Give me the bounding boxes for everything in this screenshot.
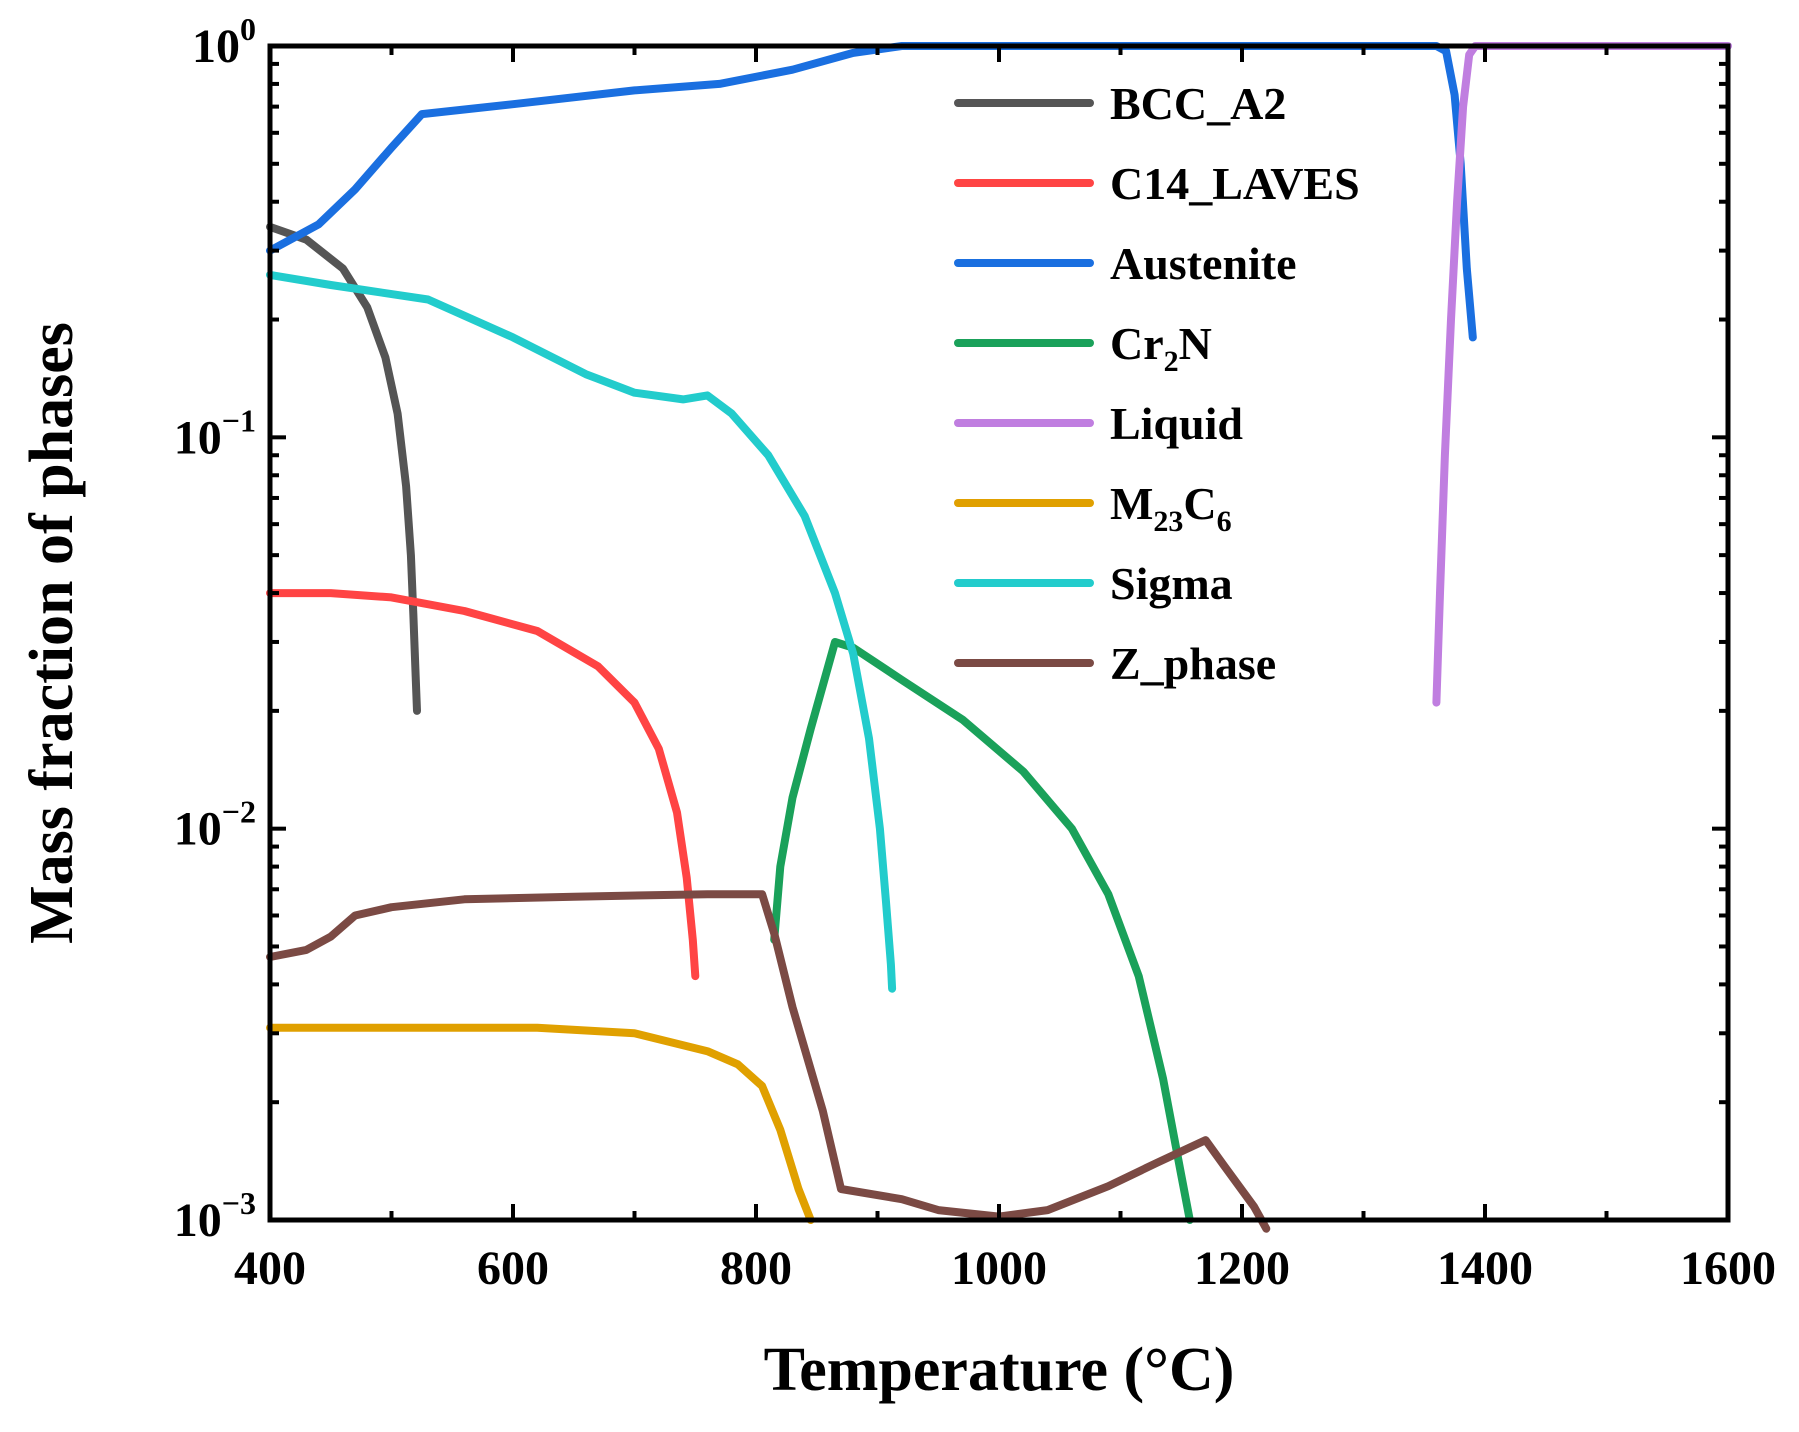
- series-layer: [266, 42, 1732, 1233]
- legend-label: BCC_A2: [1110, 78, 1286, 129]
- y-tick-label: 10−2: [174, 794, 256, 856]
- y-axis-title: Mass fraction of phases: [18, 322, 86, 944]
- series-line-liquid: [1432, 42, 1732, 707]
- legend-label: M23C6: [1110, 478, 1232, 538]
- x-tick-label: 600: [477, 1242, 549, 1295]
- x-tick-label: 400: [234, 1242, 306, 1295]
- legend-label: Cr2N: [1110, 318, 1212, 378]
- x-tick-label: 1400: [1437, 1242, 1533, 1295]
- series-line-sigma: [266, 270, 897, 993]
- y-tick-label: 10−3: [174, 1185, 256, 1247]
- plot-frame: [267, 43, 1731, 1223]
- legend-label: C14_LAVES: [1110, 158, 1360, 209]
- x-tick-label: 1600: [1680, 1242, 1776, 1295]
- legend-label: Austenite: [1110, 238, 1297, 289]
- series-line-m23c6: [266, 1023, 815, 1224]
- x-axis-title: Temperature (°C): [764, 1336, 1235, 1404]
- series-line-austenite: [266, 42, 1477, 342]
- series-line-c14-laves: [266, 589, 700, 981]
- series-line-cr2n: [770, 638, 1194, 1224]
- legend-label: Z_phase: [1110, 638, 1276, 689]
- tick-layer: 400 600 800 1000 1200 1400 1600 100 10−1 10−2 10−3: [174, 11, 1776, 1295]
- legend-label: Liquid: [1110, 398, 1243, 449]
- plot-area: 400 600 800 1000 1200 1400 1600 100 10−1 10−2 10−3…: [174, 11, 1776, 1295]
- legend: BCC_A2 C14_LAVES Austenite Cr2N Liquid M23C6 S…: [954, 78, 1360, 689]
- series-line-z-phase: [266, 890, 1271, 1233]
- y-tick-label: 10−1: [174, 402, 256, 464]
- x-tick-label: 1200: [1194, 1242, 1290, 1295]
- series-line-bcc-a2: [266, 222, 421, 715]
- y-tick-label: 100: [192, 11, 256, 73]
- x-tick-label: 1000: [951, 1242, 1047, 1295]
- x-tick-label: 800: [720, 1242, 792, 1295]
- legend-label: Sigma: [1110, 558, 1233, 609]
